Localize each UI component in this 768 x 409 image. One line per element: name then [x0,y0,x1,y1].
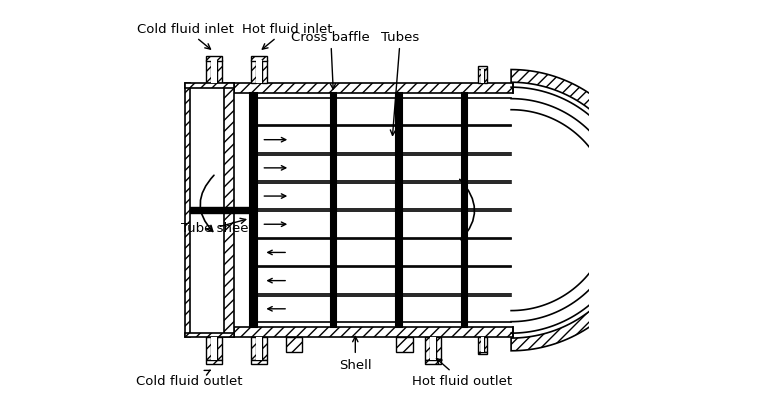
Bar [478,352,487,355]
Text: Cross baffle: Cross baffle [291,31,370,90]
Bar [478,337,481,352]
Bar [251,360,266,364]
Bar [481,70,484,84]
Bar [185,333,234,337]
Text: Hot fluid inlet: Hot fluid inlet [243,23,333,50]
Bar [331,94,336,327]
Bar [478,67,487,70]
Bar [484,70,487,84]
Bar [206,337,210,360]
Text: Tubes: Tubes [381,31,419,136]
PathPatch shape [511,70,652,351]
Bar [478,70,481,84]
Bar [251,337,256,360]
Bar [425,360,441,364]
Bar [484,337,487,352]
Text: Cold fluid outlet: Cold fluid outlet [136,370,243,387]
Bar [251,61,256,84]
Bar [396,337,412,352]
Bar [206,61,210,84]
Bar [436,337,441,360]
Bar [185,84,190,337]
Bar [262,61,266,84]
Bar [256,337,262,360]
Bar [217,61,222,84]
Bar [481,337,484,352]
Bar [462,94,467,327]
Bar [286,337,302,352]
Bar [210,61,217,84]
Bar [251,57,266,61]
Bar [256,61,262,84]
Bar [206,57,222,61]
Bar [224,84,234,337]
Bar [206,360,222,364]
Bar [262,337,266,360]
Bar [430,337,436,360]
Bar [217,337,222,360]
Bar [210,337,217,360]
Text: Shell: Shell [339,337,372,371]
Bar [234,84,513,94]
Text: Tube sheet: Tube sheet [181,219,253,234]
Text: Hot fluid outlet: Hot fluid outlet [412,359,512,387]
Bar [185,84,234,88]
Bar [425,337,430,360]
Text: Cold fluid inlet: Cold fluid inlet [137,23,233,50]
Bar [234,327,513,337]
Bar [190,88,230,333]
Bar [250,94,257,327]
Bar [396,94,402,327]
